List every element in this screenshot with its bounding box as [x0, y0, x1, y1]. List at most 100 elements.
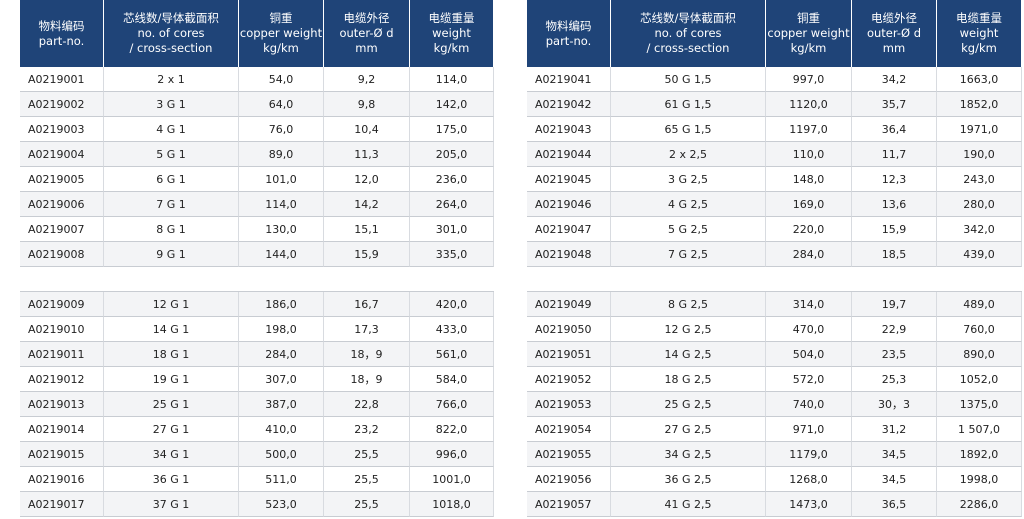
table-cell: A0219050 [527, 317, 611, 342]
table-cell: 822,0 [410, 417, 494, 442]
table-cell: 22,9 [852, 317, 937, 342]
table-cell: 1852,0 [937, 92, 1022, 117]
table-cell: 284,0 [239, 342, 324, 367]
header-cell: 电缆重量 weight kg/km [410, 0, 494, 67]
header-text: / cross-section [129, 41, 213, 55]
table-cell: 1052,0 [937, 367, 1022, 392]
table-cell: 11,7 [852, 142, 937, 167]
table-cell: 205,0 [410, 142, 494, 167]
table-cell: 1179,0 [766, 442, 852, 467]
table-cell: A0219015 [20, 442, 104, 467]
table-cell: 37 G 1 [104, 492, 239, 517]
table-cell: 8 G 2,5 [611, 292, 766, 317]
table-cell: A0219017 [20, 492, 104, 517]
table-cell: 1473,0 [766, 492, 852, 517]
table-cell: 1998,0 [937, 467, 1022, 492]
header-text: kg/km [263, 41, 299, 55]
table-cell: 4 G 1 [104, 117, 239, 142]
table-cell: 420,0 [410, 292, 494, 317]
table-cell: 1892,0 [937, 442, 1022, 467]
table-cell: 284,0 [766, 242, 852, 267]
table-cell: 342,0 [937, 217, 1022, 242]
table-cell: A0219057 [527, 492, 611, 517]
table-cell: 2286,0 [937, 492, 1022, 517]
table-cell: 264,0 [410, 192, 494, 217]
table-cell: 19,7 [852, 292, 937, 317]
table-cell: 387,0 [239, 392, 324, 417]
table-cell: 36 G 2,5 [611, 467, 766, 492]
table-cell: 307,0 [239, 367, 324, 392]
blank-row [20, 267, 494, 292]
table-cell: 14 G 2,5 [611, 342, 766, 367]
table-cell: A0219046 [527, 192, 611, 217]
header-text: part-no. [38, 33, 85, 48]
header-text: 物料编码 [545, 18, 592, 33]
table-cell: 114,0 [239, 192, 324, 217]
table-cell: A0219047 [527, 217, 611, 242]
header-cell: 铜重 copper weight kg/km [239, 0, 324, 67]
table-cell: 10,4 [324, 117, 410, 142]
table-cell: 8 G 1 [104, 217, 239, 242]
header-text: 电缆外径 [343, 11, 390, 25]
table-cell: 41 G 2,5 [611, 492, 766, 517]
header-text: 芯线数/导体截面积 [123, 11, 219, 25]
table-cell: A0219053 [527, 392, 611, 417]
table-cell: 572,0 [766, 367, 852, 392]
table-cell: 220,0 [766, 217, 852, 242]
table-cell: 190,0 [937, 142, 1022, 167]
table-cell: A0219044 [527, 142, 611, 167]
table-cell: A0219013 [20, 392, 104, 417]
table-cell: 433,0 [410, 317, 494, 342]
table-cell: 280,0 [937, 192, 1022, 217]
table-cell: 142,0 [410, 92, 494, 117]
table-cell: 130,0 [239, 217, 324, 242]
table-cell: 13,6 [852, 192, 937, 217]
table-cell: 740,0 [766, 392, 852, 417]
table-cell: 34,5 [852, 442, 937, 467]
header-text: mm [355, 41, 378, 55]
table-cell: A0219008 [20, 242, 104, 267]
table-cell: 335,0 [410, 242, 494, 267]
table-cell: 1375,0 [937, 392, 1022, 417]
table-cell: 301,0 [410, 217, 494, 242]
header-cell: 物料编码 part-no. [20, 0, 104, 67]
header-cell: 电缆重量 weight kg/km [937, 0, 1022, 67]
table-cell: A0219016 [20, 467, 104, 492]
table-cell: 243,0 [937, 167, 1022, 192]
table-cell: 186,0 [239, 292, 324, 317]
table-cell: 25,3 [852, 367, 937, 392]
table-cell: A0219010 [20, 317, 104, 342]
table-cell: 18,5 [852, 242, 937, 267]
header-text: copper weight [239, 26, 323, 40]
table-cell: 7 G 2,5 [611, 242, 766, 267]
table-cell: 169,0 [766, 192, 852, 217]
table-cell: 36,5 [852, 492, 937, 517]
table-cell: A0219014 [20, 417, 104, 442]
table-cell: 101,0 [239, 167, 324, 192]
table-cell: A0219002 [20, 92, 104, 117]
header-text: weight [959, 26, 999, 40]
table-cell: 18，9 [324, 342, 410, 367]
header-cell: 铜重 copper weight kg/km [766, 0, 852, 67]
table-cell: 144,0 [239, 242, 324, 267]
table-cell: 511,0 [239, 467, 324, 492]
table-cell: 14,2 [324, 192, 410, 217]
table-cell: 1663,0 [937, 67, 1022, 92]
table-cell: 971,0 [766, 417, 852, 442]
table-cell: 76,0 [239, 117, 324, 142]
table-cell: 6 G 1 [104, 167, 239, 192]
table-cell: 12,0 [324, 167, 410, 192]
table-cell: 54,0 [239, 67, 324, 92]
table-cell: A0219011 [20, 342, 104, 367]
table-cell: A0219055 [527, 442, 611, 467]
table-cell: 997,0 [766, 67, 852, 92]
header-cell: 电缆外径 outer-Ø d mm [324, 0, 410, 67]
table-cell: 4 G 2,5 [611, 192, 766, 217]
table-cell: 25,5 [324, 442, 410, 467]
table-cell: A0219006 [20, 192, 104, 217]
header-text: outer-Ø d [866, 26, 922, 40]
table-cell: 500,0 [239, 442, 324, 467]
table-cell: 15,1 [324, 217, 410, 242]
table-cell: 14 G 1 [104, 317, 239, 342]
